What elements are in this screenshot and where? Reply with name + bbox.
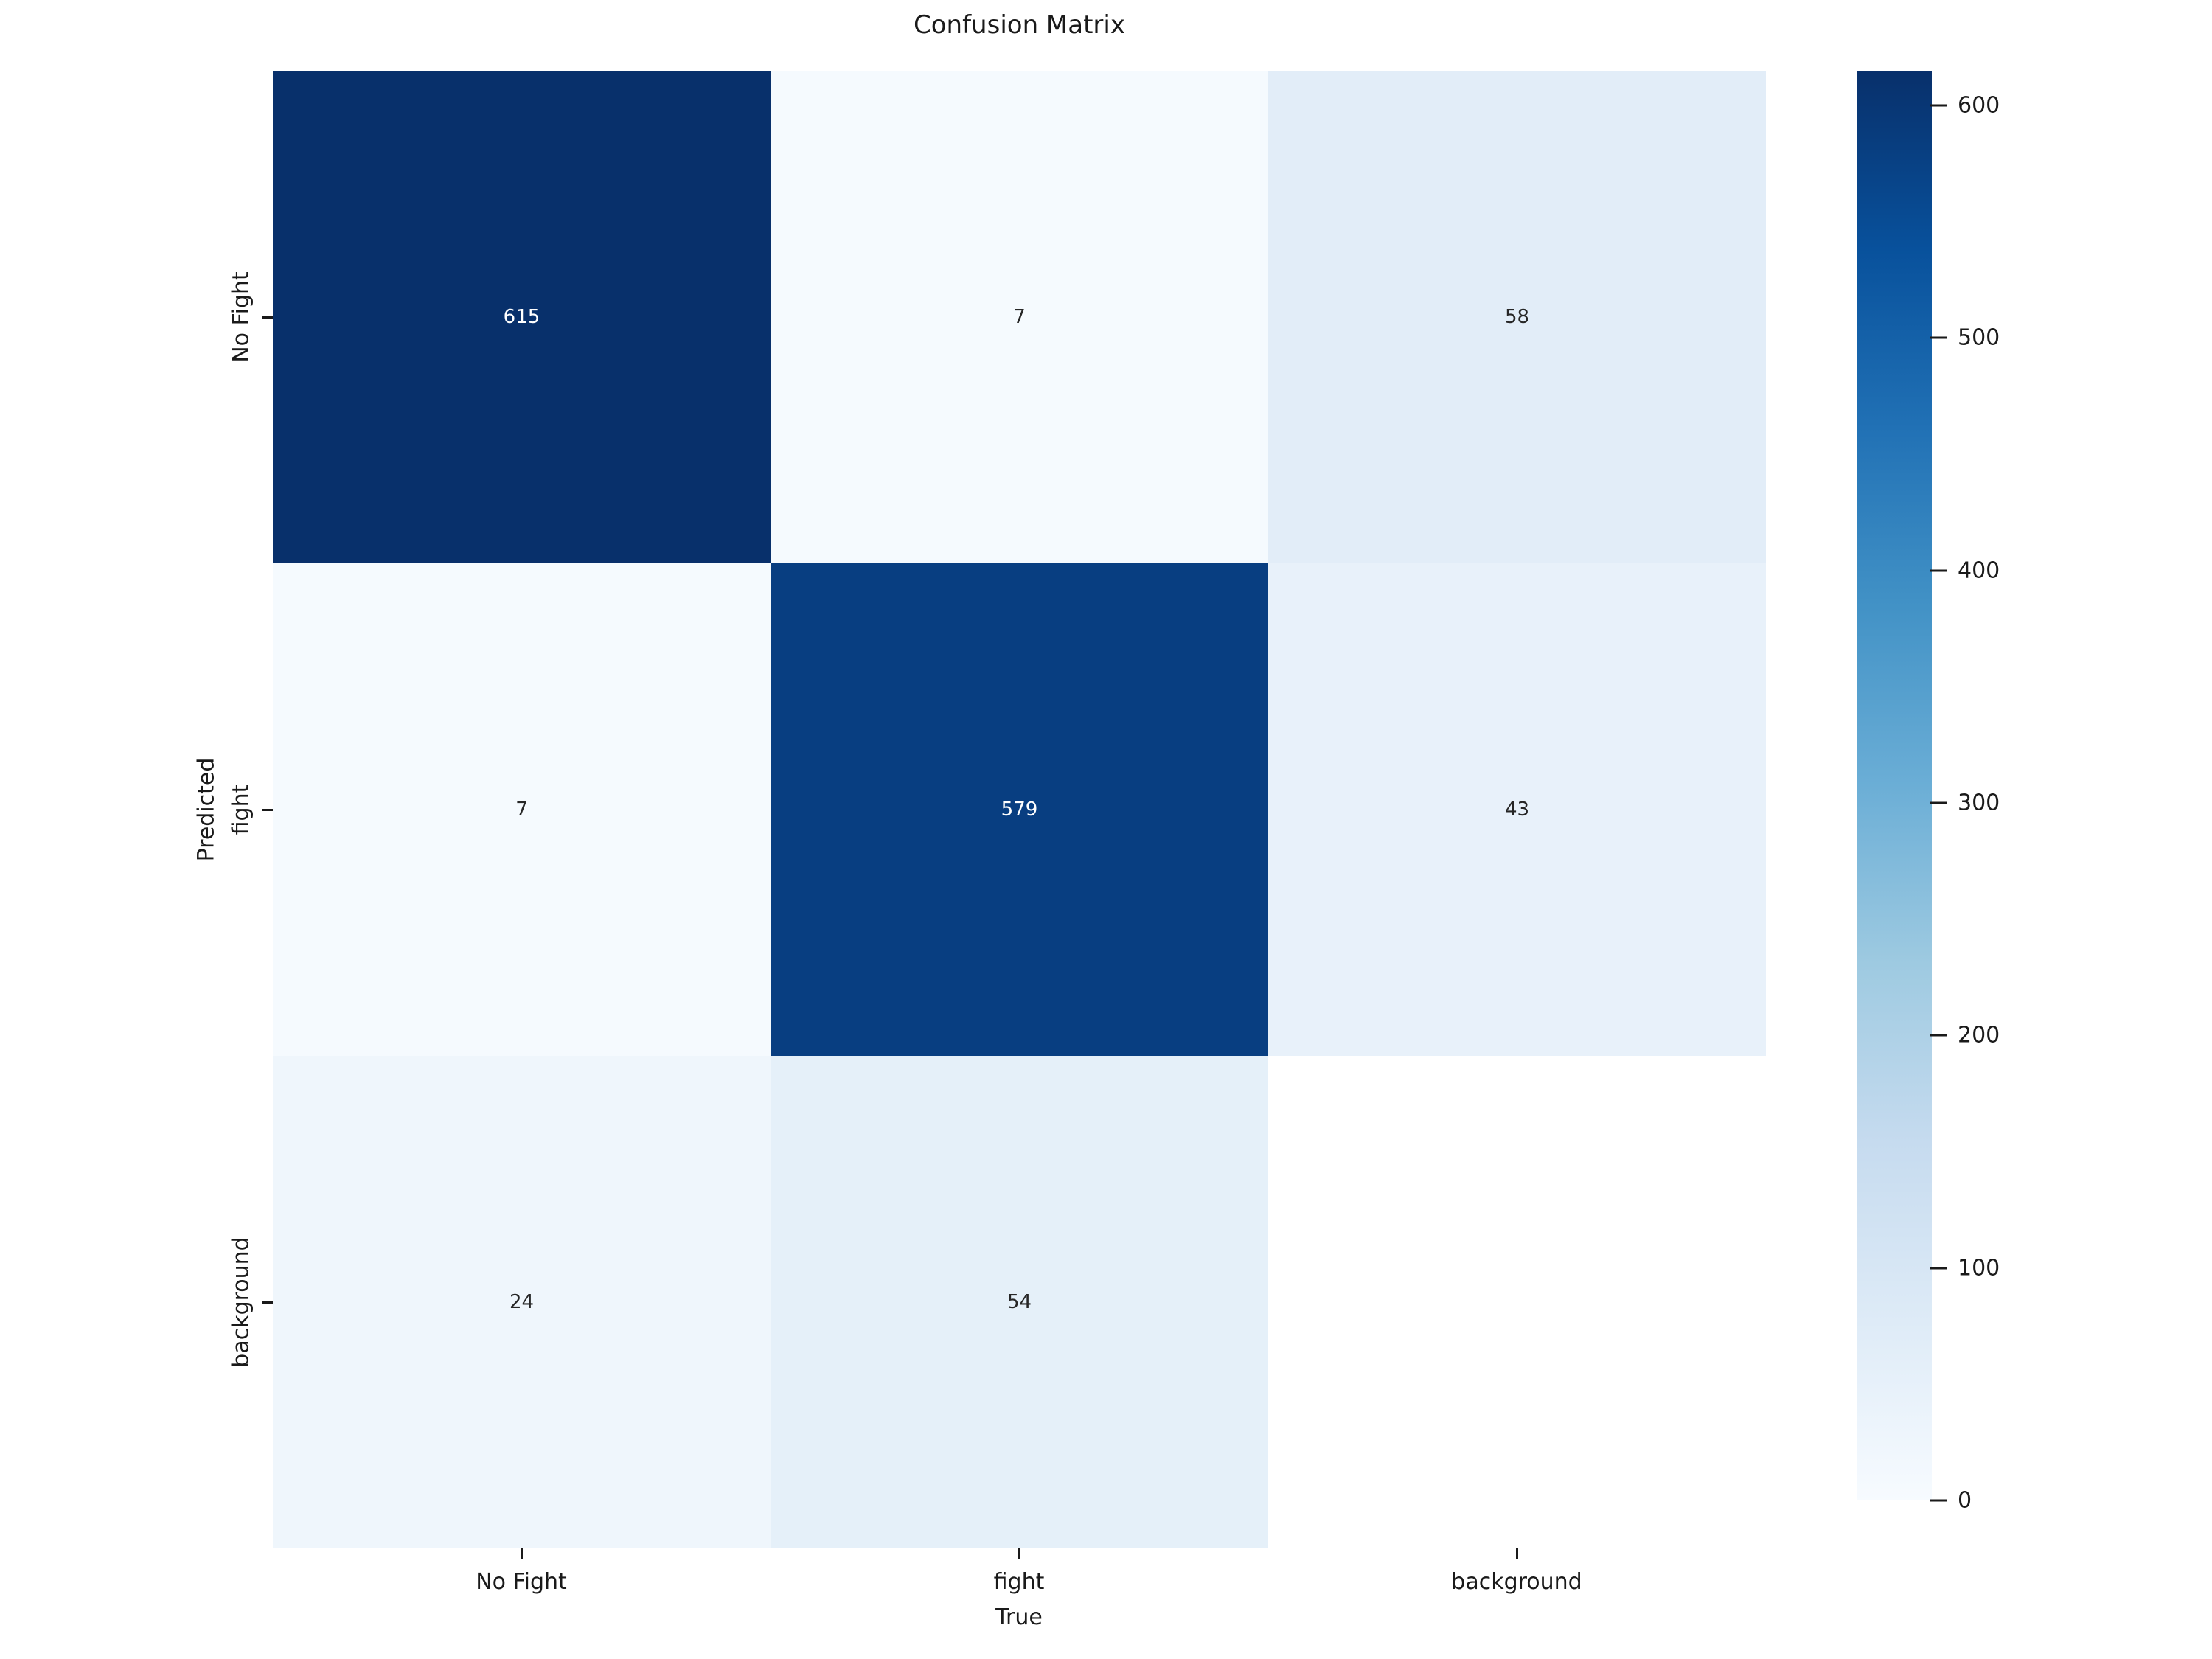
heatmap-cell: 579 bbox=[771, 563, 1268, 1056]
cell-value: 7 bbox=[515, 799, 528, 821]
colorbar-tick-label: 500 bbox=[1958, 324, 2000, 351]
heatmap-cell: 54 bbox=[771, 1056, 1268, 1548]
y-axis-label: Predicted bbox=[193, 757, 220, 862]
x-tick-label: No Fight bbox=[476, 1569, 567, 1595]
colorbar-tick-mark bbox=[1930, 1267, 1947, 1270]
y-tick-mark bbox=[262, 316, 273, 319]
colorbar-tick: 600 bbox=[1930, 93, 2000, 119]
chart-title: Confusion Matrix bbox=[914, 10, 1125, 40]
cell-value: 7 bbox=[1013, 306, 1026, 328]
colorbar-tick: 0 bbox=[1930, 1488, 1972, 1514]
colorbar-tick-mark bbox=[1930, 569, 1947, 572]
y-tick-label: background bbox=[228, 1237, 254, 1368]
heatmap-grid: 615 7 58 7 579 43 24 54 bbox=[273, 71, 1766, 1548]
colorbar-tick-mark bbox=[1930, 104, 1947, 107]
x-tick-label: fight bbox=[993, 1569, 1045, 1595]
y-tick-mark bbox=[262, 809, 273, 811]
x-tick-label: background bbox=[1451, 1569, 1582, 1595]
cell-value: 24 bbox=[509, 1291, 535, 1313]
heatmap-cell: 615 bbox=[273, 71, 771, 563]
colorbar-tick-label: 600 bbox=[1958, 92, 2000, 119]
heatmap-cell: 7 bbox=[771, 71, 1268, 563]
colorbar-tick-label: 300 bbox=[1958, 790, 2000, 816]
y-tick-mark bbox=[262, 1301, 273, 1304]
colorbar bbox=[1857, 71, 1932, 1500]
colorbar-tick-mark bbox=[1930, 801, 1947, 804]
colorbar-tick-label: 0 bbox=[1958, 1487, 1972, 1514]
heatmap-cell: 24 bbox=[273, 1056, 771, 1548]
colorbar-tick: 100 bbox=[1930, 1256, 2000, 1281]
colorbar-tick: 200 bbox=[1930, 1023, 2000, 1048]
colorbar-tick-mark bbox=[1930, 336, 1947, 339]
cell-value: 615 bbox=[503, 306, 540, 328]
colorbar-tick: 400 bbox=[1930, 558, 2000, 584]
heatmap-cell bbox=[1268, 1056, 1766, 1548]
colorbar-tick-mark bbox=[1930, 1499, 1947, 1502]
colorbar-tick-label: 400 bbox=[1958, 557, 2000, 584]
cell-value: 43 bbox=[1504, 799, 1530, 821]
x-tick-mark bbox=[521, 1548, 523, 1559]
colorbar-tick: 500 bbox=[1930, 325, 2000, 351]
y-tick-label: fight bbox=[228, 784, 254, 835]
cell-value: 54 bbox=[1006, 1291, 1032, 1313]
heatmap-cell: 7 bbox=[273, 563, 771, 1056]
heatmap-cell: 58 bbox=[1268, 71, 1766, 563]
colorbar-tick-label: 200 bbox=[1958, 1022, 2000, 1048]
x-axis-label: True bbox=[995, 1604, 1043, 1630]
colorbar-tick-mark bbox=[1930, 1034, 1947, 1037]
colorbar-tick-label: 100 bbox=[1958, 1255, 2000, 1281]
y-tick-label: No Fight bbox=[228, 271, 254, 363]
x-tick-mark bbox=[1516, 1548, 1518, 1559]
colorbar-tick: 300 bbox=[1930, 790, 2000, 816]
heatmap-cell: 43 bbox=[1268, 563, 1766, 1056]
cell-value: 58 bbox=[1504, 306, 1530, 328]
x-tick-mark bbox=[1018, 1548, 1020, 1559]
cell-value: 579 bbox=[1001, 799, 1038, 821]
